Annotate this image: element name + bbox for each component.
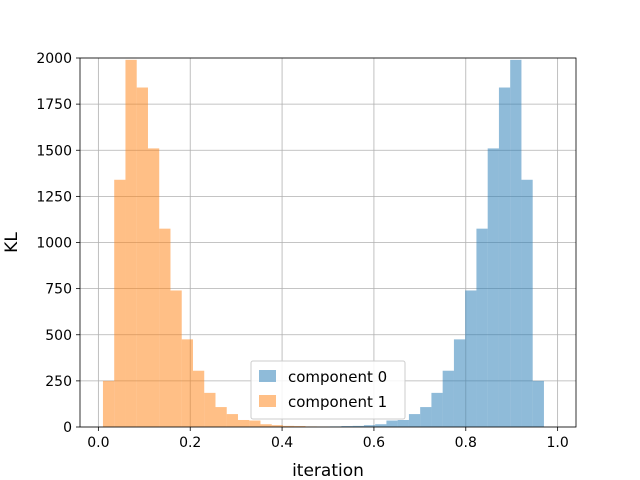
y-tick-label: 1500	[36, 143, 72, 159]
y-tick-label: 1250	[36, 189, 72, 205]
histogram-bar-series-1	[204, 392, 216, 427]
x-tick-label: 0.2	[179, 435, 201, 451]
histogram-bar-series-0	[363, 425, 376, 427]
axis-ticks: 0.0 0.2 0.4 0.6 0.8 1.0 0 250 500 750 1000 1250 1500…	[36, 51, 568, 451]
histogram-bar-series-1	[170, 290, 182, 427]
histogram-bar-series-1	[226, 414, 238, 427]
histogram-bar-series-0	[375, 424, 387, 427]
histogram-bar-series-0	[386, 420, 398, 427]
y-tick-label: 500	[45, 328, 72, 344]
histogram-bar-series-1	[271, 425, 283, 427]
histogram-bar-series-1	[136, 87, 148, 428]
histogram-bar-series-0	[521, 179, 533, 427]
legend-box	[250, 360, 406, 420]
histogram-bar-series-1	[192, 370, 205, 427]
histogram-bar-series-0	[431, 392, 443, 427]
histogram-bar-series-0	[341, 426, 353, 427]
legend-label: component 1	[288, 393, 387, 411]
histogram-bar-series-0	[397, 419, 409, 427]
histogram-bar-series-1	[260, 424, 272, 427]
legend-label: component 0	[288, 368, 387, 386]
legend: component 0 component 1	[250, 360, 406, 420]
histogram-bar-series-1	[181, 339, 193, 427]
histogram-bar-series-0	[420, 407, 432, 427]
y-tick-label: 0	[63, 420, 72, 436]
histogram-bar-series-0	[465, 290, 477, 427]
bars	[102, 59, 544, 428]
histogram-bar-series-1	[125, 59, 137, 427]
x-tick-label: 1.0	[546, 435, 568, 451]
histogram-bar-series-1	[215, 407, 227, 427]
histogram-bar-series-0	[352, 425, 364, 427]
histogram-bar-series-0	[487, 148, 499, 427]
y-tick-label: 2000	[36, 51, 72, 67]
legend-swatch	[259, 370, 276, 382]
histogram-bar-series-0	[408, 414, 421, 427]
legend-swatch	[259, 395, 276, 407]
histogram-bar-series-1	[237, 419, 250, 427]
histogram-bar-series-1	[294, 426, 306, 427]
histogram-bar-series-0	[453, 339, 466, 427]
histogram-bar-series-0	[532, 380, 544, 427]
histogram-bar-series-1	[282, 425, 295, 427]
histogram-bar-series-0	[510, 59, 522, 427]
x-tick-label: 0.8	[455, 435, 477, 451]
x-tick-label: 0.0	[87, 435, 109, 451]
histogram-bar-series-0	[442, 370, 454, 427]
x-tick-label: 0.4	[271, 435, 293, 451]
y-tick-label: 250	[45, 374, 72, 390]
histogram-bar-series-1	[114, 179, 126, 427]
x-tick-label: 0.6	[363, 435, 385, 451]
histogram-bar-series-1	[102, 380, 115, 427]
y-axis-label: KL	[2, 232, 22, 253]
y-tick-label: 1000	[36, 236, 72, 252]
histogram-bar-series-1	[159, 228, 171, 427]
histogram-bar-series-0	[476, 228, 488, 427]
y-tick-label: 750	[45, 282, 72, 298]
histogram-bar-series-1	[249, 420, 261, 427]
y-tick-label: 1750	[36, 97, 72, 113]
histogram-bar-series-1	[147, 148, 160, 427]
x-axis-label: iteration	[292, 461, 364, 480]
histogram-bar-series-0	[498, 87, 511, 428]
